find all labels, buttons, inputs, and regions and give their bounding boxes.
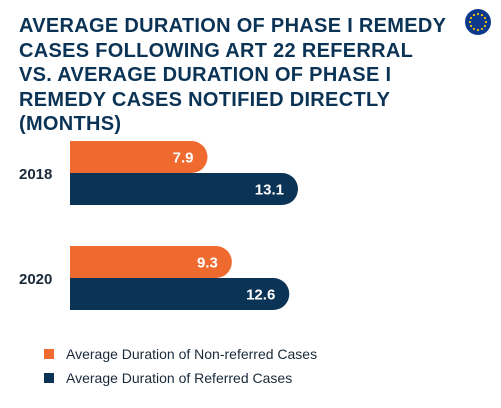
eu-star	[469, 24, 473, 28]
bar-average-duration-of-non-referred-cases-2020	[70, 246, 232, 278]
bar-average-duration-of-non-referred-cases-2018	[70, 141, 208, 173]
legend-swatch-referred	[44, 373, 54, 383]
bar-chart: 2018 7.9 13.1 2020 9.3 12.6	[19, 141, 298, 310]
eu-star	[469, 16, 473, 20]
eu-star	[480, 27, 484, 31]
eu-star	[484, 20, 488, 24]
bar-average-duration-of-referred-cases-2018	[70, 173, 298, 205]
legend-item-referred: Average Duration of Referred Cases	[44, 366, 317, 390]
chart-title: AVERAGE DURATION OF PHASE I REMEDY CASES…	[19, 15, 446, 135]
eu-star	[483, 24, 487, 28]
eu-star	[476, 28, 480, 32]
data-label-average-duration-of-non-referred-cases-2020: 9.3	[197, 255, 218, 272]
data-label-average-duration-of-referred-cases-2020: 12.6	[246, 287, 275, 304]
eu-star	[468, 20, 472, 24]
legend-item-non-referred: Average Duration of Non-referred Cases	[44, 342, 317, 366]
eu-star	[483, 16, 487, 20]
category-label-2020: 2020	[19, 271, 52, 288]
eu-flag-icon	[465, 9, 491, 35]
eu-star	[476, 12, 480, 16]
category-label-2018: 2018	[19, 166, 52, 183]
legend-swatch-non-referred	[44, 349, 54, 359]
data-label-average-duration-of-non-referred-cases-2018: 7.9	[173, 150, 194, 167]
eu-star	[472, 27, 476, 31]
legend-label-referred: Average Duration of Referred Cases	[66, 370, 293, 386]
chart-legend: Average Duration of Non-referred Cases A…	[44, 342, 317, 390]
data-label-average-duration-of-referred-cases-2018: 13.1	[255, 182, 284, 199]
bar-average-duration-of-referred-cases-2020	[70, 278, 290, 310]
legend-label-non-referred: Average Duration of Non-referred Cases	[66, 346, 318, 362]
eu-star	[480, 13, 484, 17]
eu-star	[472, 13, 476, 17]
